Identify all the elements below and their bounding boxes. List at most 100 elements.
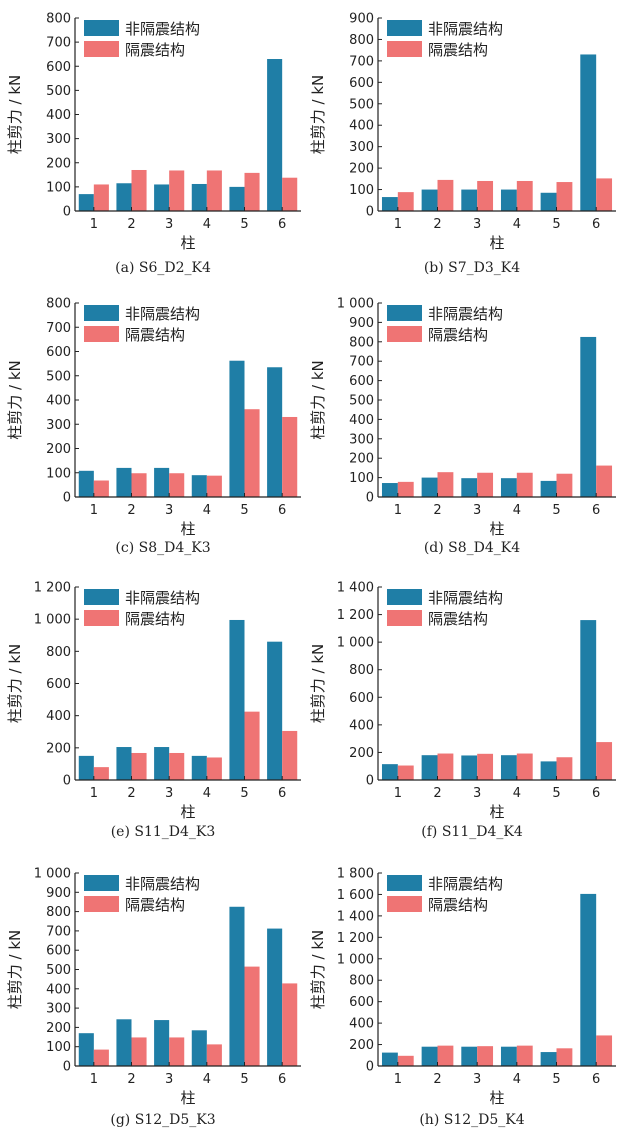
- y-tick-label: 800: [46, 645, 71, 660]
- y-tick-label: 900: [46, 886, 71, 901]
- chart-panel-4: 1 2 3 4 5 6 0 100 200 300 400 500 600 700 800 900 1 000 柱…: [309, 297, 616, 556]
- y-axis-title: 柱剪力 / kN: [309, 360, 327, 440]
- bar-non-isolated-col5: [540, 192, 557, 211]
- bar-non-isolated-col6: [580, 336, 597, 497]
- chart-caption: (e) S11_D4_K3: [111, 824, 216, 840]
- bar-non-isolated-col3: [461, 755, 478, 780]
- bar-isolated-col2: [437, 1045, 454, 1066]
- bar-isolated-col1: [397, 765, 414, 780]
- y-tick-label: 200: [46, 1021, 71, 1036]
- bar-isolated-col4: [206, 475, 222, 497]
- bar-isolated-col6: [282, 416, 298, 497]
- y-tick-label: 600: [349, 995, 374, 1010]
- legend-label: 隔震结构: [428, 610, 488, 628]
- bar-non-isolated-col6: [580, 893, 597, 1066]
- bar-non-isolated-col3: [154, 467, 170, 497]
- chart-panel-6: 1 2 3 4 5 6 0 200 400 600 800 1 000 1 200 1 400 柱剪力 / …: [309, 581, 616, 840]
- bar-isolated-col5: [556, 757, 573, 780]
- chart-caption: (h) S12_D5_K4: [419, 1112, 524, 1128]
- bar-isolated-col2: [437, 472, 454, 497]
- bar-non-isolated-col3: [461, 478, 478, 497]
- y-tick-label: 600: [46, 60, 71, 75]
- bar-non-isolated-col1: [78, 470, 94, 497]
- bar-non-isolated-col5: [540, 1052, 557, 1066]
- bar-isolated-col4: [206, 1044, 222, 1066]
- bar-non-isolated-col1: [78, 1033, 94, 1066]
- x-tick-label: 3: [473, 786, 481, 801]
- legend-label: 隔震结构: [125, 896, 185, 914]
- y-tick-label: 1 800: [337, 867, 374, 882]
- legend-swatch-non-isolated: [387, 589, 422, 605]
- bar-isolated-col3: [477, 180, 494, 211]
- x-tick-label: 1: [90, 1072, 98, 1087]
- bar-non-isolated-col6: [267, 928, 283, 1066]
- legend-swatch-isolated: [84, 326, 119, 342]
- x-axis-title: 柱: [489, 1089, 504, 1107]
- chart-panel-3: 1 2 3 4 5 6 0 100 200 300 400 500 600 700 800 柱剪力 / kN 柱…: [6, 297, 301, 556]
- legend-label: 隔震结构: [125, 326, 185, 344]
- x-tick-label: 1: [394, 786, 402, 801]
- y-tick-label: 0: [63, 491, 71, 506]
- x-tick-label: 3: [165, 786, 173, 801]
- y-tick-label: 200: [46, 741, 71, 756]
- x-tick-label: 5: [240, 1072, 248, 1087]
- y-tick-label: 100: [46, 180, 71, 195]
- bar-non-isolated-col5: [229, 619, 245, 780]
- legend-swatch-isolated: [84, 610, 119, 626]
- bar-isolated-col2: [131, 752, 147, 780]
- bar-non-isolated-col1: [381, 764, 398, 780]
- y-axis-title: 柱剪力 / kN: [309, 930, 327, 1010]
- bar-non-isolated-col4: [500, 755, 517, 780]
- bar-non-isolated-col1: [381, 483, 398, 497]
- bar-non-isolated-col4: [191, 755, 207, 781]
- y-tick-label: 200: [46, 156, 71, 171]
- chart-caption: (g) S12_D5_K3: [110, 1112, 215, 1128]
- x-tick-label: 3: [165, 503, 173, 518]
- y-tick-label: 200: [349, 162, 374, 177]
- y-tick-label: 900: [349, 316, 374, 331]
- x-tick-label: 3: [473, 217, 481, 232]
- y-tick-label: 800: [349, 663, 374, 678]
- bar-isolated-col6: [282, 983, 298, 1066]
- y-axis-title: 柱剪力 / kN: [309, 75, 327, 155]
- y-tick-label: 700: [349, 355, 374, 370]
- y-tick-label: 600: [46, 345, 71, 360]
- x-axis-title: 柱: [180, 520, 195, 538]
- bar-non-isolated-col4: [500, 478, 517, 497]
- x-axis-title: 柱: [180, 234, 195, 252]
- legend-swatch-isolated: [387, 610, 422, 626]
- bar-non-isolated-col3: [461, 189, 478, 211]
- x-tick-label: 4: [513, 217, 521, 232]
- bar-isolated-col6: [596, 465, 613, 497]
- legend-swatch-non-isolated: [84, 20, 119, 36]
- y-axis-title: 柱剪力 / kN: [6, 360, 24, 440]
- bar-non-isolated-col4: [191, 183, 207, 211]
- y-tick-label: 400: [46, 394, 71, 409]
- y-tick-label: 300: [349, 432, 374, 447]
- bar-isolated-col4: [206, 170, 222, 211]
- bar-isolated-col2: [131, 473, 147, 497]
- x-tick-label: 2: [127, 786, 135, 801]
- y-tick-label: 200: [349, 1038, 374, 1053]
- y-tick-label: 700: [46, 924, 71, 939]
- chart-caption: (c) S8_D4_K3: [115, 540, 210, 556]
- bar-isolated-col5: [556, 1048, 573, 1066]
- x-tick-label: 6: [592, 503, 600, 518]
- x-tick-label: 6: [592, 1072, 600, 1087]
- bar-isolated-col5: [556, 473, 573, 497]
- y-tick-label: 800: [349, 33, 374, 48]
- bar-non-isolated-col2: [421, 189, 438, 211]
- bar-isolated-col4: [206, 757, 222, 780]
- legend-swatch-isolated: [387, 41, 422, 57]
- bar-non-isolated-col5: [229, 906, 245, 1066]
- bar-non-isolated-col2: [116, 747, 132, 780]
- x-tick-label: 5: [240, 503, 248, 518]
- x-axis-title: 柱: [489, 234, 504, 252]
- legend-swatch-non-isolated: [84, 589, 119, 605]
- bar-isolated-col1: [93, 767, 109, 780]
- x-tick-label: 4: [513, 786, 521, 801]
- y-tick-label: 400: [46, 982, 71, 997]
- bar-isolated-col3: [477, 1046, 494, 1066]
- bar-isolated-col5: [244, 172, 260, 211]
